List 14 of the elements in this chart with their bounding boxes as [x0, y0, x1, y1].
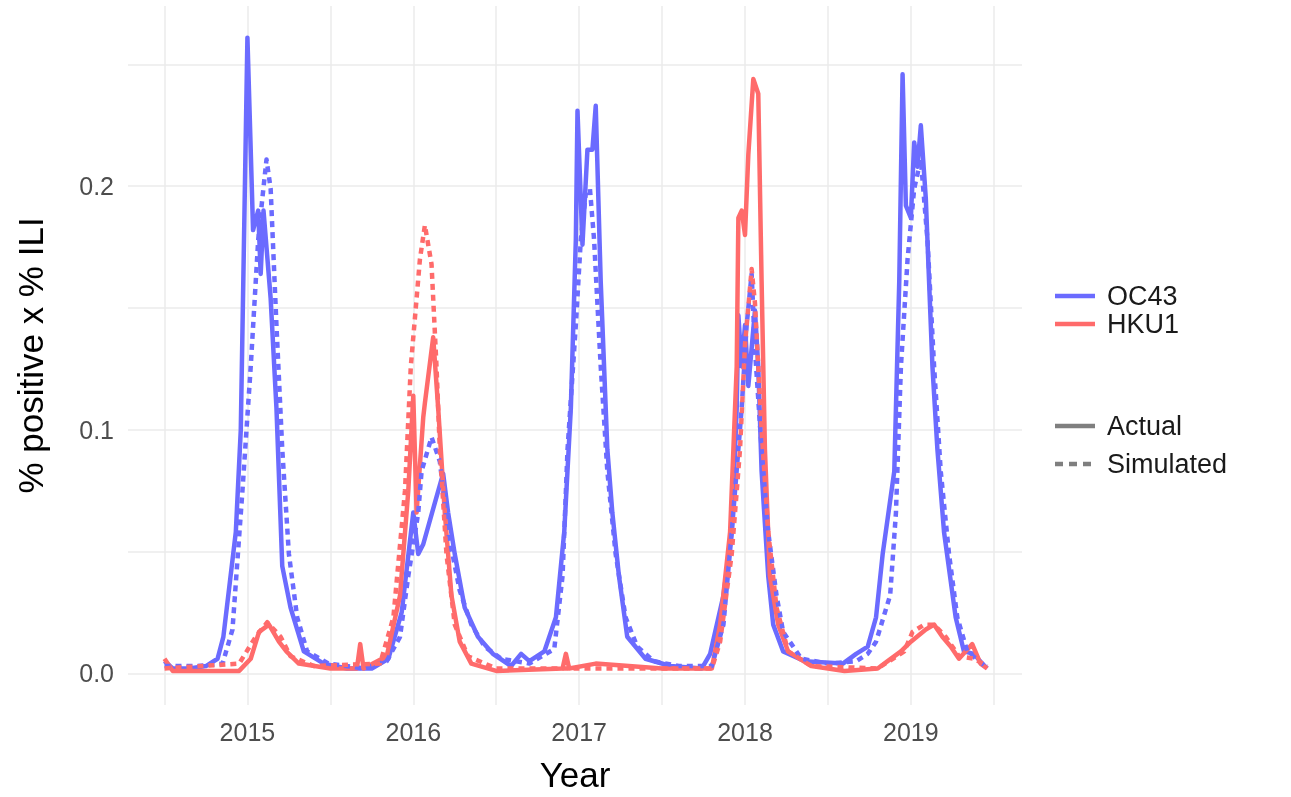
x-tick-label: 2015 [219, 717, 276, 746]
x-tick-label: 2019 [883, 717, 939, 746]
y-tick-label: 0.2 [79, 172, 114, 201]
y-tick-label: 0.1 [79, 415, 114, 444]
legend-label: Simulated [1107, 449, 1228, 479]
x-axis-title: Year [539, 755, 611, 794]
x-tick-label: 2017 [551, 717, 607, 746]
x-tick-label: 2016 [385, 717, 442, 746]
y-axis-title: % positive x % ILI [11, 217, 50, 494]
legend-label: OC43 [1107, 281, 1178, 311]
legend-label: HKU1 [1107, 309, 1180, 339]
legend-label: Actual [1107, 411, 1183, 441]
y-tick-label: 0.0 [79, 659, 114, 688]
x-tick-label: 2018 [717, 717, 773, 746]
